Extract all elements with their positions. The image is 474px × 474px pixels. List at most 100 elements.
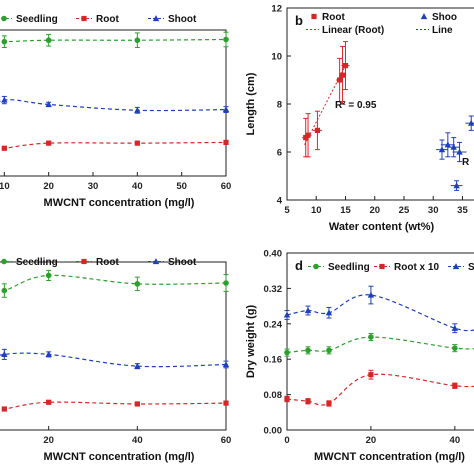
- x-axis-label: MWCNT concentration (mg/l): [314, 451, 465, 463]
- data-point: [368, 372, 374, 378]
- x-tick-label: 25: [399, 205, 410, 216]
- data-point: [305, 398, 311, 404]
- data-point: [368, 334, 374, 340]
- y-tick-label: 0.24: [264, 319, 283, 330]
- x-tick-label: 0: [284, 435, 289, 446]
- data-point: [284, 396, 290, 402]
- data-point: [134, 37, 141, 44]
- data-point: [314, 127, 321, 133]
- data-point: [134, 140, 140, 146]
- legend-marker: [379, 263, 385, 270]
- data-point: [452, 345, 458, 351]
- data-point: [46, 399, 52, 405]
- x-tick-label: 50: [176, 181, 187, 192]
- x-tick-label: 35: [457, 205, 468, 216]
- series-line: [286, 373, 474, 406]
- x-tick-label: 20: [369, 205, 380, 216]
- y-tick-label: 0.40: [264, 249, 283, 260]
- x-tick-label: 20: [43, 181, 54, 192]
- x-tick-label: 5: [284, 205, 290, 216]
- data-point: [453, 182, 460, 189]
- data-point: [223, 400, 229, 406]
- data-point: [305, 347, 311, 354]
- legend-label: Root: [96, 257, 119, 268]
- y-tick-label: 4: [277, 196, 283, 207]
- x-axis-label: MWCNT concentration (mg/l): [44, 197, 195, 209]
- data-point: [456, 148, 463, 155]
- series-line: [0, 352, 227, 368]
- legend-marker: [452, 263, 460, 270]
- x-tick-label: 40: [132, 181, 143, 192]
- y-tick-label: 0.16: [264, 355, 283, 366]
- legend-marker: [81, 258, 87, 265]
- data-point: [45, 37, 52, 44]
- data-point: [1, 38, 8, 45]
- data-point: [134, 106, 141, 113]
- series-line: [0, 274, 227, 293]
- legend-marker: [420, 13, 428, 20]
- legend-label: Root: [96, 14, 119, 25]
- data-point: [45, 351, 52, 357]
- legend-label: Linear (Root): [322, 25, 384, 36]
- y-tick-label: 0.00: [264, 426, 283, 437]
- data-point: [1, 351, 8, 357]
- data-point: [339, 72, 346, 78]
- legend-label: Root: [322, 12, 345, 23]
- x-tick-label: 30: [428, 205, 439, 216]
- y-tick-label: 0.08: [264, 390, 283, 401]
- x-axis-label: Water content (wt%): [329, 221, 435, 233]
- data-point: [223, 36, 229, 43]
- data-point: [452, 383, 458, 389]
- legend-marker: [313, 263, 319, 270]
- legend-label: Shoot: [168, 257, 197, 268]
- legend-marker: [81, 15, 87, 22]
- panel-label: d: [295, 258, 303, 273]
- data-point: [1, 287, 8, 294]
- x-tick-label: 10: [0, 181, 10, 192]
- data-point: [1, 96, 8, 103]
- data-point: [134, 362, 141, 369]
- x-tick-label: 20: [43, 435, 54, 446]
- data-point: [1, 406, 7, 412]
- plot-frame-d: [286, 252, 474, 431]
- data-point: [45, 272, 52, 279]
- data-point: [468, 119, 474, 126]
- y-tick-label: 8: [277, 100, 282, 111]
- data-point: [222, 106, 230, 113]
- data-point: [134, 401, 140, 407]
- data-point: [45, 101, 52, 108]
- y-axis-label: Length (cm): [245, 72, 257, 135]
- data-point: [222, 361, 230, 368]
- series-line: [0, 401, 227, 411]
- y-tick-label: 0.32: [264, 284, 283, 295]
- x-tick-label: 60: [221, 181, 232, 192]
- data-point: [450, 143, 457, 150]
- data-point: [444, 141, 452, 148]
- plot-frame-c: [0, 261, 227, 431]
- data-point: [284, 349, 290, 356]
- legend-label: Seedling: [16, 14, 58, 25]
- data-point: [46, 140, 52, 146]
- data-point: [1, 145, 7, 151]
- x-tick-label: 10: [311, 205, 322, 216]
- series-line: [286, 336, 474, 354]
- y-tick-label: 10: [271, 52, 282, 63]
- data-point: [325, 309, 333, 316]
- series-line: [0, 99, 227, 112]
- legend-marker: [1, 258, 7, 265]
- legend-marker: [152, 15, 160, 22]
- annotation-r2: R: [462, 157, 470, 168]
- data-point: [367, 291, 375, 298]
- legend-marker: [1, 15, 7, 22]
- data-point: [134, 281, 141, 287]
- data-point: [326, 347, 332, 354]
- x-tick-label: 20: [366, 435, 377, 446]
- x-tick-label: 40: [132, 435, 143, 446]
- legend-marker: [311, 13, 317, 20]
- annotation-r2: R² = 0.95: [335, 100, 377, 111]
- x-tick-label: 60: [221, 435, 232, 446]
- series-line: [0, 141, 227, 150]
- legend-label: Seedling: [16, 257, 58, 268]
- data-point: [223, 280, 229, 286]
